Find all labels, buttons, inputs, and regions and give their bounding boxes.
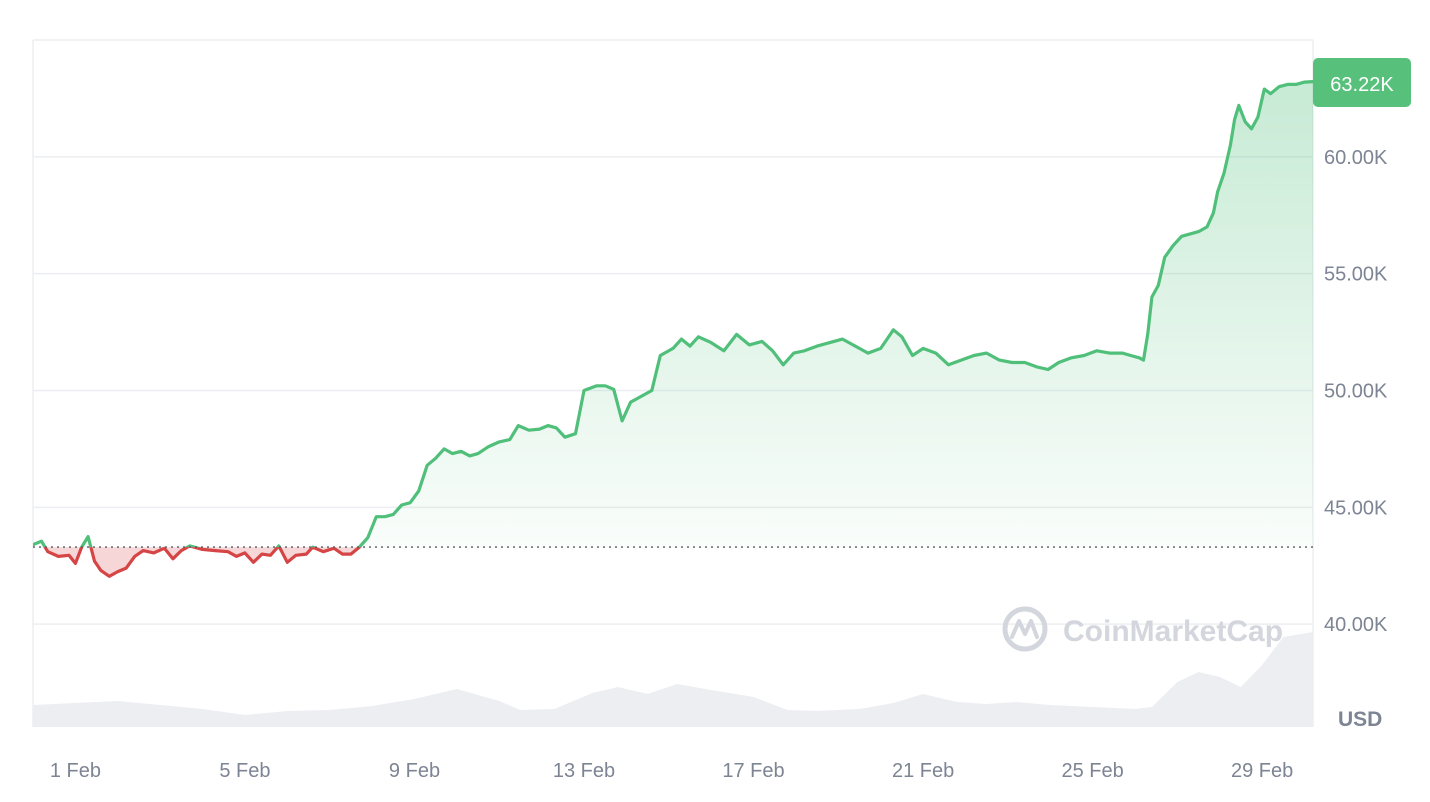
- x-tick-label: 9 Feb: [389, 760, 440, 782]
- price-line-above-baseline: [33, 80, 1313, 548]
- y-tick-label: 45.00K: [1324, 497, 1388, 519]
- y-tick-label: 60.00K: [1324, 147, 1388, 169]
- volume-area: [33, 632, 1313, 727]
- y-tick-label: 55.00K: [1324, 264, 1388, 286]
- x-tick-label: 21 Feb: [892, 760, 954, 782]
- volume-area-path: [33, 632, 1313, 727]
- y-tick-label: 50.00K: [1324, 381, 1388, 403]
- last-price-badge-bg: [1313, 58, 1411, 107]
- last-price-label: 63.22K: [1330, 74, 1394, 96]
- coinmarketcap-logo-icon: [1002, 606, 1048, 652]
- x-tick-label: 5 Feb: [219, 760, 270, 782]
- coinmarketcap-watermark: CoinMarketCap: [1002, 606, 1283, 652]
- price-series: [33, 80, 1313, 578]
- y-tick-label: 40.00K: [1324, 614, 1388, 636]
- last-price-badge: 63.22K: [1313, 58, 1411, 107]
- x-tick-label: 25 Feb: [1061, 760, 1123, 782]
- x-tick-label: 1 Feb: [50, 760, 101, 782]
- price-line-below-baseline: [43, 547, 362, 578]
- x-tick-label: 29 Feb: [1231, 760, 1293, 782]
- y-axis: 40.00K 45.00K 50.00K 55.00K 60.00K: [1324, 147, 1388, 636]
- x-tick-label: 17 Feb: [722, 760, 784, 782]
- watermark-text: CoinMarketCap: [1063, 615, 1283, 648]
- x-axis: 1 Feb 5 Feb 9 Feb 13 Feb 17 Feb 21 Feb 25 Feb 2…: [50, 760, 1293, 782]
- x-tick-label: 13 Feb: [553, 760, 615, 782]
- price-area-above-baseline: [33, 81, 1313, 548]
- currency-label: USD: [1338, 708, 1382, 731]
